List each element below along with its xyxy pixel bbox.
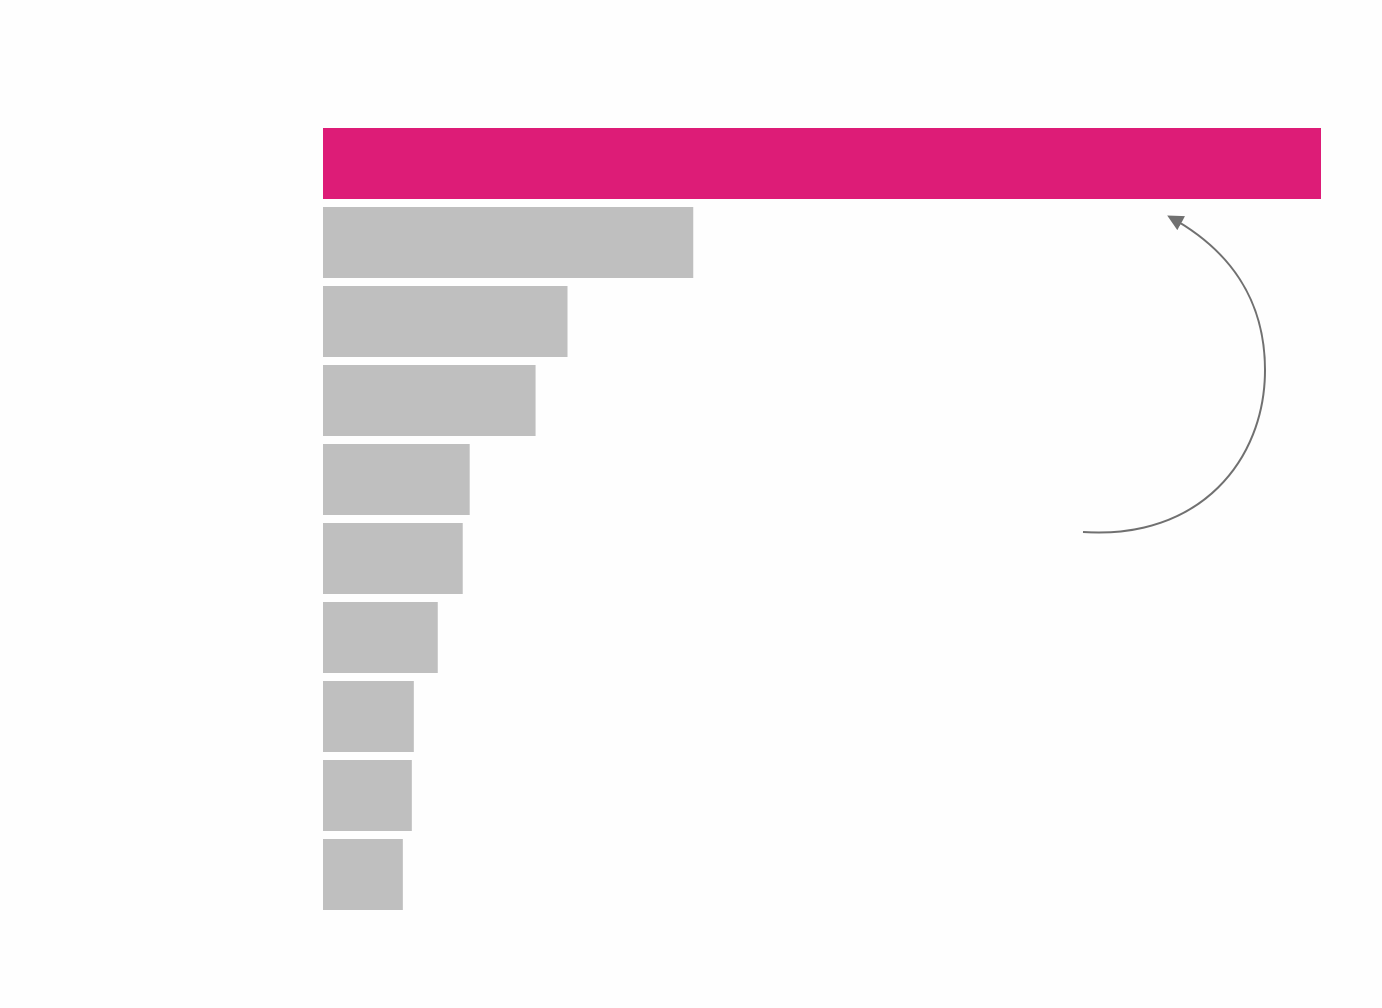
annotation-arrow	[1082, 215, 1267, 534]
bar	[323, 286, 568, 357]
bar	[323, 444, 470, 515]
bar	[323, 365, 536, 436]
bar	[323, 128, 1321, 199]
bar	[323, 839, 403, 910]
bar	[323, 681, 414, 752]
bar	[323, 760, 412, 831]
bar	[323, 602, 438, 673]
bar	[323, 523, 463, 594]
bar	[323, 207, 694, 278]
